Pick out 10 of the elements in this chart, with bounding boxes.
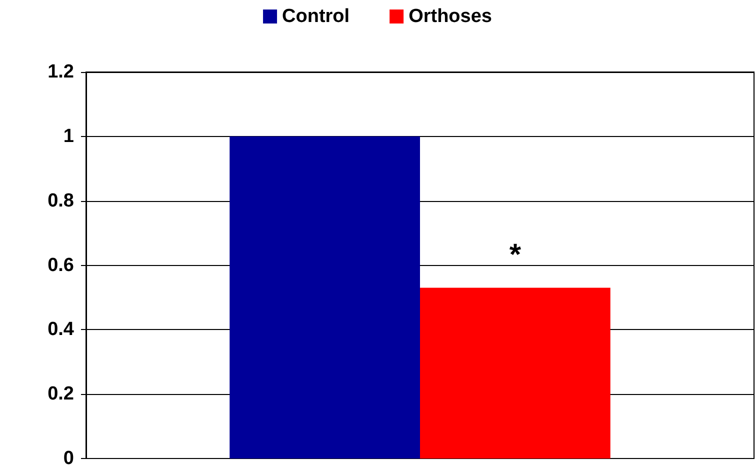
legend-label: Control bbox=[282, 6, 350, 27]
y-tick-label: 0 bbox=[63, 448, 74, 468]
legend-label: Orthoses bbox=[408, 6, 492, 27]
y-tick-label: 0.6 bbox=[48, 254, 74, 276]
y-tick-label: 1 bbox=[63, 126, 74, 147]
y-tick-label: 0.2 bbox=[48, 384, 74, 405]
y-tick-label: 0.4 bbox=[48, 319, 74, 340]
annotation: * bbox=[509, 238, 522, 272]
y-tick-label: 0.8 bbox=[48, 190, 74, 212]
y-tick-label: 1.2 bbox=[48, 62, 74, 82]
